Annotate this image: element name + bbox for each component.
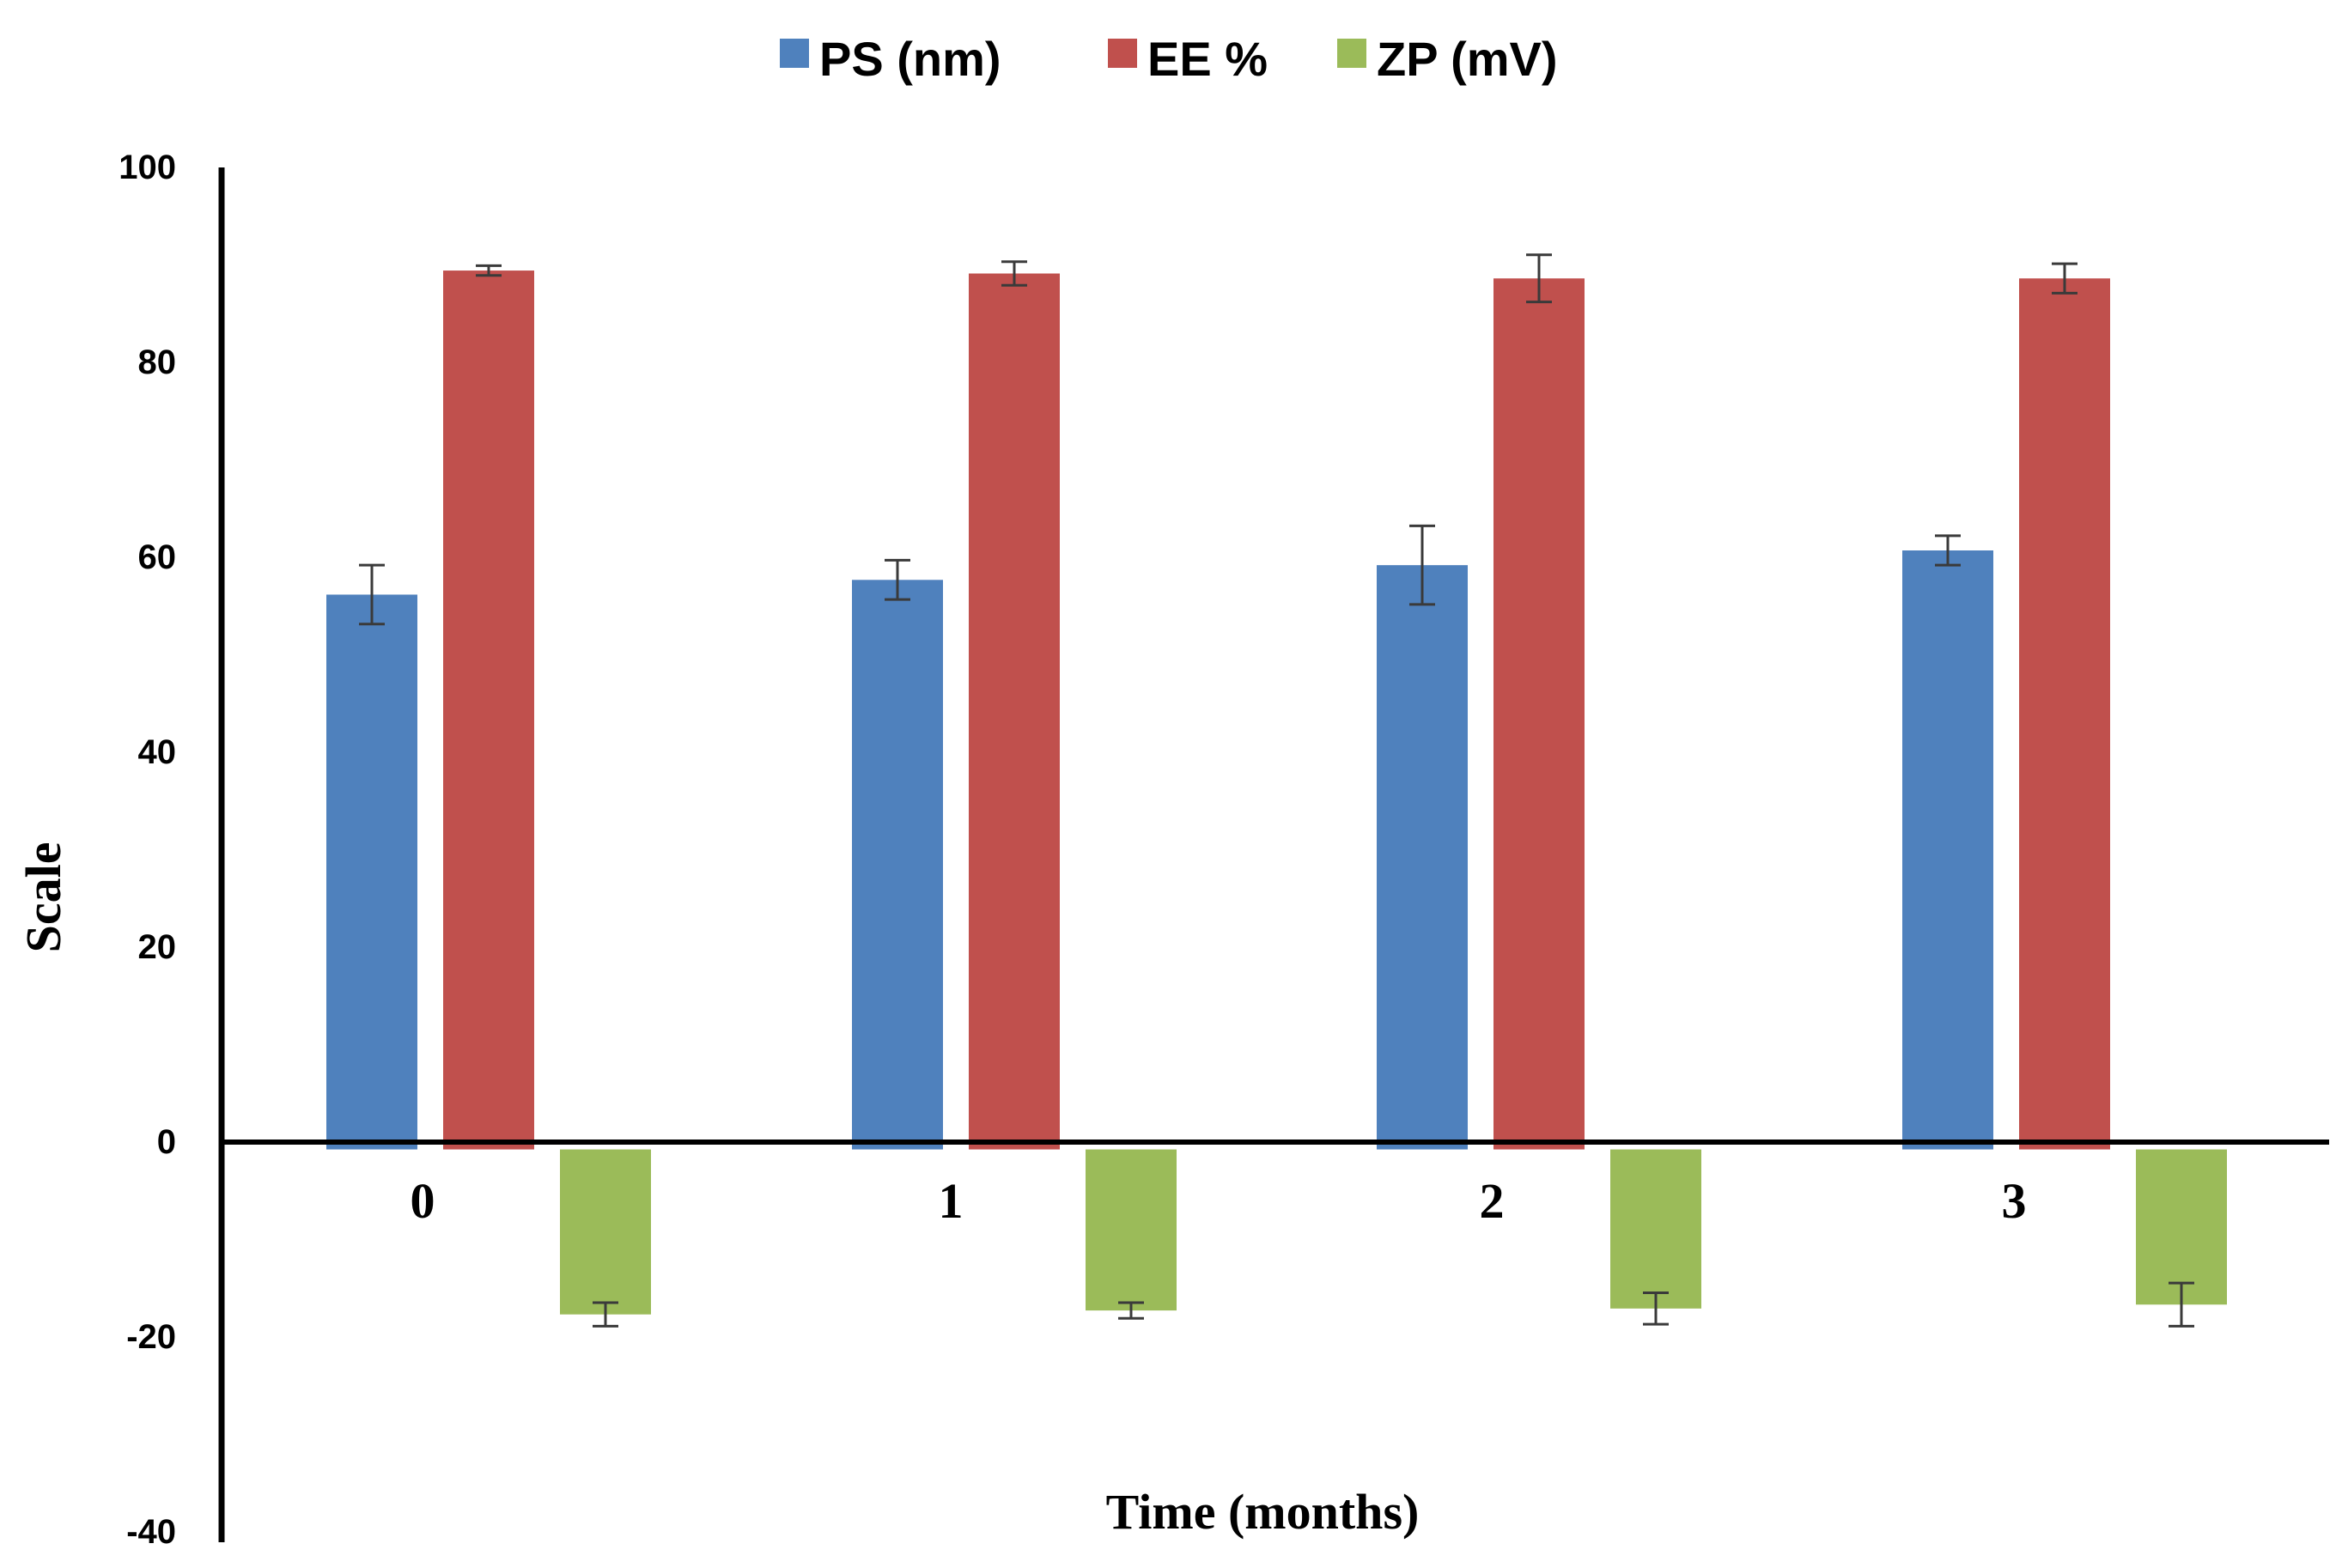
- error-bar-ee-month-1: [1001, 260, 1027, 287]
- legend-label-ps: PS (nm): [819, 32, 1001, 86]
- bar-ps-month-3: [1902, 550, 1993, 1150]
- bar-ps-month-0: [326, 594, 417, 1150]
- error-bars: [359, 253, 2194, 1328]
- legend-swatch-zp: [1337, 39, 1366, 68]
- error-bar-zp-month-3: [2169, 1281, 2194, 1328]
- legend-label-ee: EE %: [1147, 32, 1268, 86]
- x-axis-title: Time (months): [1106, 1484, 1420, 1540]
- y-tick-labels: 100 80 60 40 20 0 -20 -40: [119, 149, 176, 1551]
- bar-ps-month-2: [1377, 565, 1468, 1150]
- y-tick-label: -20: [126, 1318, 176, 1356]
- y-tick-label: 100: [119, 149, 176, 186]
- bar-ee-month-0: [443, 270, 534, 1150]
- x-tick-label: 3: [2002, 1173, 2027, 1229]
- y-tick-label: 0: [157, 1123, 176, 1161]
- bar-zp-month-2: [1610, 1149, 1701, 1309]
- y-tick-label: 80: [138, 343, 177, 381]
- error-bar-zp-month-2: [1643, 1291, 1669, 1326]
- legend: PS (nm) EE % ZP (mV): [780, 32, 1558, 86]
- error-bar-ee-month-2: [1526, 253, 1552, 304]
- y-axis-title: Scale: [15, 842, 71, 953]
- legend-swatch-ps: [780, 39, 809, 68]
- error-bar-zp-month-1: [1118, 1301, 1144, 1320]
- error-bar-zp-month-0: [593, 1301, 618, 1328]
- error-bar-ps-month-2: [1409, 524, 1435, 606]
- error-bar-ee-month-0: [476, 264, 502, 277]
- y-tick-label: 40: [138, 733, 177, 771]
- bar-ee-month-2: [1493, 278, 1585, 1150]
- bar-zp-month-3: [2136, 1149, 2227, 1305]
- y-tick-label: 20: [138, 928, 177, 966]
- bar-zp-month-1: [1086, 1149, 1177, 1311]
- legend-swatch-ee: [1108, 39, 1137, 68]
- error-bar-ee-month-3: [2052, 262, 2077, 295]
- x-tick-label: 0: [411, 1173, 435, 1229]
- error-bar-ps-month-0: [359, 563, 385, 626]
- x-tick-labels: 0 1 2 3: [411, 1173, 2027, 1229]
- bar-zp-month-0: [560, 1149, 651, 1315]
- x-tick-label: 2: [1480, 1173, 1505, 1229]
- error-bar-ps-month-1: [885, 558, 910, 601]
- bar-ee-month-3: [2019, 278, 2110, 1150]
- error-bar-ps-month-3: [1935, 534, 1961, 567]
- bar-ee-month-1: [969, 273, 1060, 1150]
- bar-ps-month-1: [852, 580, 943, 1150]
- y-tick-label: -40: [126, 1513, 176, 1551]
- bars: [326, 270, 2227, 1315]
- x-tick-label: 1: [939, 1173, 964, 1229]
- legend-label-zp: ZP (mV): [1377, 32, 1558, 86]
- y-tick-label: 60: [138, 538, 177, 576]
